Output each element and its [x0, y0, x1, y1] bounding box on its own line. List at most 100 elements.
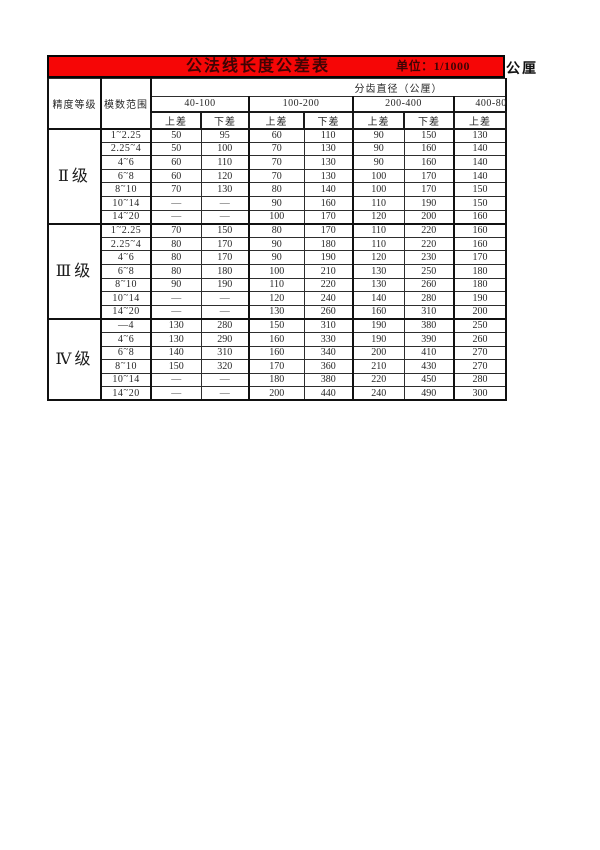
tolerance-value-cell: 220	[352, 372, 405, 388]
table-row: 8~10 90 190 110 220 130 260 180	[48, 276, 507, 293]
tolerance-value-cell: 60	[150, 155, 202, 170]
title-bar: 公法线长度公差表 单位：1/1000	[47, 55, 505, 78]
module-range-cell: 1~2.25	[100, 127, 152, 143]
tolerance-value-cell: 160	[403, 141, 455, 157]
tolerance-value-cell: 160	[248, 345, 305, 361]
tolerance-value-cell: 490	[403, 386, 455, 401]
tolerance-value-cell: 380	[303, 372, 354, 388]
tolerance-value-cell: 50	[150, 127, 202, 143]
tolerance-value-cell: 180	[200, 263, 250, 279]
tolerance-value-cell: 120	[248, 291, 305, 306]
tolerance-value-cell: 70	[150, 222, 202, 238]
tolerance-value-cell: 90	[352, 155, 405, 170]
empty-value-cell: —	[200, 291, 250, 306]
header-range-400-800: 400-80	[452, 96, 507, 112]
tolerance-value-cell: 140	[352, 291, 405, 306]
tilde-glyph: ~	[130, 140, 136, 151]
table-row: Ⅱ级 1~2.25 50 95 60 110 90 150 130	[47, 127, 507, 225]
tolerance-value-cell: 70	[248, 141, 305, 157]
pitch-diameter-label: 分齿直径（公厘）	[354, 84, 443, 95]
tilde-glyph: ~	[116, 127, 122, 138]
tolerance-value-cell: 90	[248, 236, 305, 252]
tolerance-value-cell: 410	[403, 345, 455, 361]
tolerance-value-cell: 150	[150, 359, 202, 374]
tolerance-value-cell: 220	[403, 236, 455, 252]
table-row: 4~6 80 170 90 190 120 230 170	[48, 249, 507, 265]
header-lower-dev-1: 下差	[200, 110, 250, 130]
tolerance-value-cell: 110	[200, 155, 250, 170]
range-400-800-label: 400-80	[475, 98, 507, 110]
header-upper-dev-3: 上差	[352, 110, 405, 130]
tolerance-value-cell: 240	[303, 291, 354, 306]
table-row: Ⅲ级 1~2.25 70 150 80 170 110 220 160	[47, 222, 507, 320]
table-row: 10~14— —180 380 220 450 280	[48, 371, 507, 388]
tilde-glyph: ~	[120, 276, 126, 287]
module-range-cell: 6~8	[100, 167, 152, 184]
tilde-glyph: ~	[123, 167, 129, 178]
tolerance-value-cell: 190	[452, 291, 507, 306]
tolerance-value-cell: 100	[200, 141, 250, 157]
tolerance-value-cell: 320	[200, 359, 250, 374]
tilde-glyph: ~	[123, 208, 129, 219]
tolerance-value-cell: 130	[303, 141, 354, 157]
module-range-cell: 6~8	[100, 262, 152, 279]
empty-value-cell: —	[200, 372, 250, 388]
tolerance-value-cell: 80	[248, 222, 305, 238]
tolerance-value-cell: 70	[248, 168, 305, 184]
tolerance-value-cell: 120	[200, 168, 250, 184]
tilde-glyph: ~	[123, 371, 129, 382]
tolerance-value-cell: 150	[248, 317, 305, 333]
table-row: 2.25~4 80 170 90 180 110 220 160	[48, 236, 507, 252]
tolerance-value-cell: 190	[352, 331, 405, 347]
header-lower-dev-3: 下差	[403, 110, 455, 130]
table-row: 2.25~4 50 100 70 130 90 160 140	[48, 140, 507, 157]
unit-label: 单位：1/1000	[396, 59, 470, 73]
tolerance-value-cell: 260	[403, 277, 455, 293]
tilde-glyph: ~	[123, 384, 129, 395]
tolerance-value-cell: 110	[352, 236, 405, 252]
tolerance-value-cell: 130	[150, 317, 202, 333]
header-module-range: 模数范围	[100, 78, 152, 129]
tolerance-value-cell: 270	[452, 359, 507, 374]
tolerance-value-cell: 250	[452, 317, 507, 333]
tolerance-value-cell: 80	[248, 182, 305, 197]
tolerance-value-cell: 90	[248, 195, 305, 211]
tolerance-value-cell: 200	[248, 386, 305, 401]
tilde-glyph: ~	[123, 194, 129, 205]
tolerance-value-cell: 110	[248, 277, 305, 293]
tolerance-value-cell: 100	[352, 168, 405, 184]
tolerance-value-cell: 130	[303, 155, 354, 170]
tolerance-value-cell: 80	[150, 250, 202, 265]
tolerance-value-cell: 100	[248, 209, 305, 225]
tolerance-value-cell: 130	[200, 182, 250, 197]
empty-value-cell: —	[150, 291, 202, 306]
grade-cell: Ⅲ级	[47, 222, 102, 320]
tolerance-value-cell: 300	[452, 386, 507, 401]
tilde-glyph: ~	[116, 222, 122, 233]
tolerance-value-cell: 60	[150, 168, 202, 184]
table-row: Ⅳ级 —4 130 280 150 310 190 380 250	[47, 317, 507, 401]
table-row: 6~8 80 180 100 210 130 250 180	[48, 262, 507, 279]
tolerance-value-cell: 160	[248, 331, 305, 347]
tolerance-value-cell: 210	[352, 359, 405, 374]
unit-suffix-label: 公厘	[506, 62, 538, 77]
tolerance-value-cell: 120	[352, 209, 405, 225]
tolerance-value-cell: 70	[150, 182, 202, 197]
header-upper-dev-4: 上差	[452, 110, 508, 130]
tolerance-value-cell: 330	[303, 331, 354, 347]
header-upper-dev-1: 上差	[150, 110, 202, 130]
tolerance-value-cell: 70	[248, 155, 305, 170]
tolerance-value-cell: 50	[150, 141, 202, 157]
tolerance-value-cell: 170	[248, 359, 305, 374]
tolerance-value-cell: 280	[403, 291, 455, 306]
tilde-glyph: ~	[120, 181, 126, 192]
tolerance-value-cell: 430	[403, 359, 455, 374]
tolerance-value-cell: 390	[403, 331, 455, 347]
tolerance-value-cell: 170	[200, 250, 250, 265]
table-row: 10~14— —90 160 110 190 150	[48, 194, 507, 211]
tilde-glyph: ~	[123, 344, 129, 355]
tilde-glyph: ~	[123, 289, 129, 300]
tilde-glyph: ~	[123, 262, 129, 273]
tolerance-value-cell: 190	[403, 195, 455, 211]
table-row: 10~14— —120 240 140 280 190	[48, 289, 507, 306]
